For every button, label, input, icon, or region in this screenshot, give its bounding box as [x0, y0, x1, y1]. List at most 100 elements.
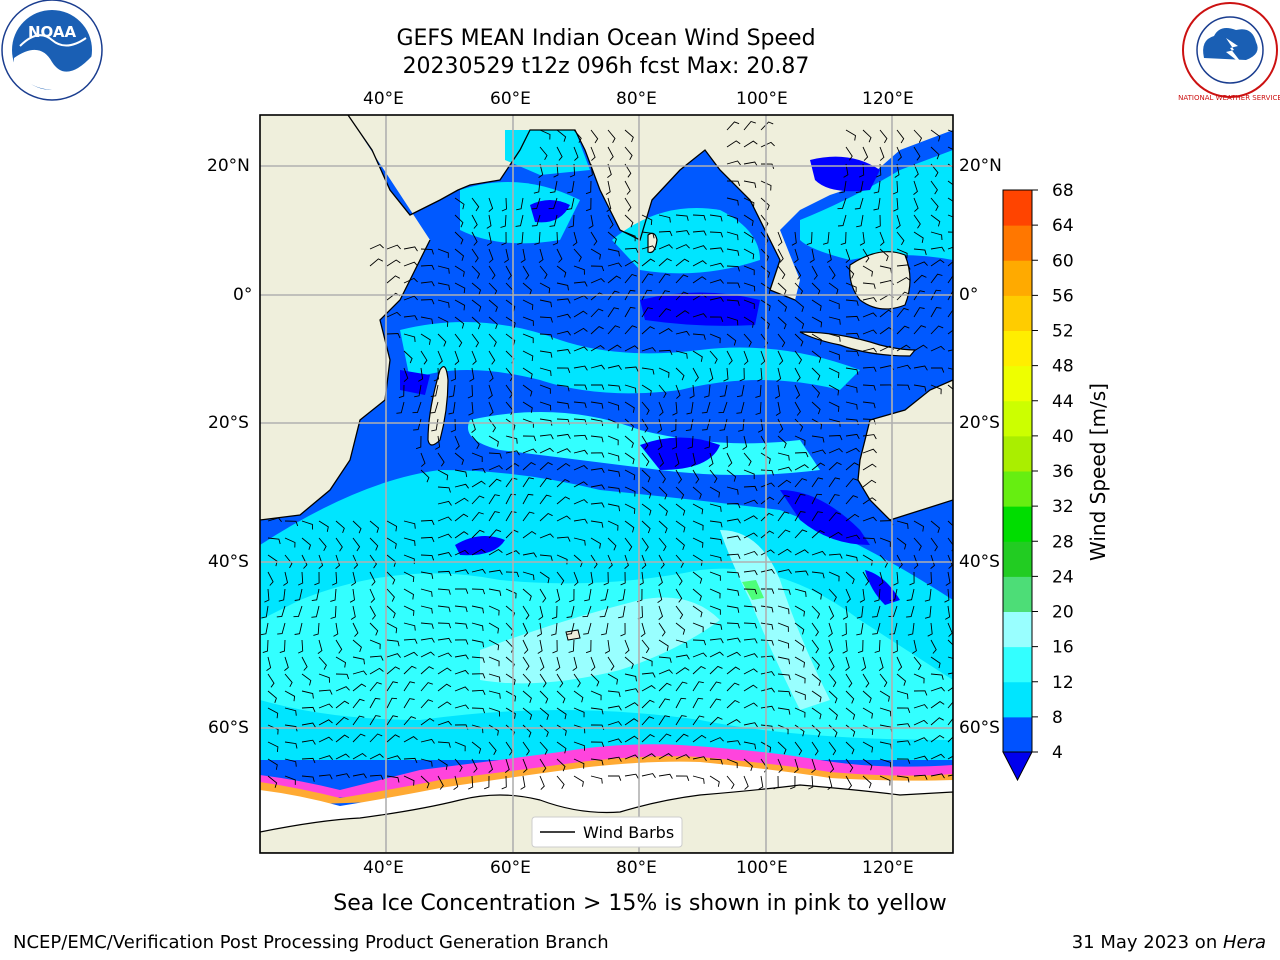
colorbar-segment [1003, 295, 1032, 331]
wind-barb [590, 401, 604, 409]
wind-barb [488, 350, 496, 365]
wind-barb [889, 622, 898, 635]
wind-barb [504, 758, 510, 773]
wind-barb [583, 622, 592, 635]
wind-barb [573, 499, 588, 505]
wind-barb [386, 537, 397, 549]
wind-barb [556, 349, 571, 355]
wind-barb [930, 163, 939, 178]
wind-barb [450, 367, 456, 382]
wind-barb [573, 310, 588, 318]
wind-barb [488, 690, 501, 699]
wind-barb [743, 140, 758, 148]
wind-barb [811, 367, 821, 381]
wind-barb [437, 741, 451, 748]
wind-barb [692, 652, 707, 658]
colorbar-segment [1003, 260, 1032, 296]
wind-barb [369, 588, 376, 603]
wind-barb [624, 452, 635, 465]
wind-barb [878, 656, 884, 671]
wind-barb [760, 469, 774, 476]
colorbar-segment [1003, 681, 1032, 718]
wind-barb [607, 129, 616, 144]
wind-barb [539, 129, 551, 140]
wind-barb [811, 477, 824, 488]
wind-barb [488, 465, 503, 471]
wind-barb [386, 755, 401, 760]
wind-barb [896, 248, 908, 259]
wind-barb [301, 757, 316, 764]
wind-barb [839, 180, 847, 194]
wind-barb [624, 754, 639, 760]
wind-barb [906, 588, 915, 601]
wind-barb [896, 291, 910, 301]
wind-barb [420, 333, 431, 345]
wind-barb [369, 520, 380, 533]
lon-tick-bottom: 80°E [616, 858, 657, 878]
wind-barb [522, 511, 535, 522]
wind-barb [777, 673, 791, 681]
wind-barb [624, 146, 633, 161]
wind-barb [522, 282, 532, 295]
wind-barb [930, 773, 945, 779]
wind-barb [658, 622, 666, 637]
wind-barb [879, 707, 892, 717]
wind-barb [539, 434, 554, 440]
wind-barb [791, 231, 797, 246]
wind-barb [539, 741, 548, 755]
wind-barb [522, 333, 534, 344]
wind-barb [471, 265, 481, 279]
wind-barb [701, 401, 711, 414]
wind-barb [947, 672, 953, 675]
wind-barb [488, 384, 493, 399]
wind-barb [658, 682, 672, 692]
wind-barb [658, 349, 673, 356]
wind-barb [930, 673, 944, 680]
wind-barb [588, 214, 594, 229]
wind-barb [726, 231, 739, 241]
wind-barb [607, 673, 618, 685]
wind-barb [517, 231, 524, 245]
wind-barb [794, 673, 806, 684]
wind-barb [556, 536, 571, 542]
wind-barb [692, 639, 707, 646]
wind-band-12 [468, 412, 820, 475]
wind-barb [301, 722, 316, 728]
wind-barb [607, 163, 612, 178]
wind-barb [947, 349, 953, 352]
wind-barb [743, 161, 758, 167]
wind-barb [862, 434, 877, 440]
wind-barb [488, 605, 500, 616]
wind-barb [675, 384, 681, 399]
wind-barb [879, 537, 891, 547]
wind-barb [607, 452, 620, 462]
wind-barb [556, 724, 567, 736]
wind-barb [573, 384, 588, 390]
wind-barb [624, 384, 637, 394]
wind-barb [760, 622, 774, 630]
wind-barb [369, 774, 384, 780]
wind-barb [556, 401, 570, 409]
wind-barb [522, 605, 530, 620]
wind-barb [607, 435, 619, 446]
wind-barb [760, 248, 770, 262]
wind-barb [429, 401, 439, 414]
wind-barb [743, 638, 758, 644]
wind-barb [488, 724, 499, 736]
wind-barb [930, 146, 940, 160]
wind-barb [743, 653, 758, 658]
wind-barb [608, 775, 622, 781]
wind-barb [947, 290, 953, 301]
wind-barb [777, 724, 789, 735]
wind-barb [505, 463, 520, 471]
wind-barb [862, 741, 874, 753]
wind-barb [505, 493, 517, 505]
colorbar-tick-label: 20 [1052, 603, 1074, 623]
wind-barb [607, 214, 614, 229]
wind-barb [318, 673, 330, 683]
wind-barb [931, 367, 945, 373]
colorbar-tick-label: 56 [1052, 286, 1074, 306]
wind-barb [760, 687, 775, 693]
gridlines [260, 115, 953, 853]
wind-barb [709, 279, 724, 284]
